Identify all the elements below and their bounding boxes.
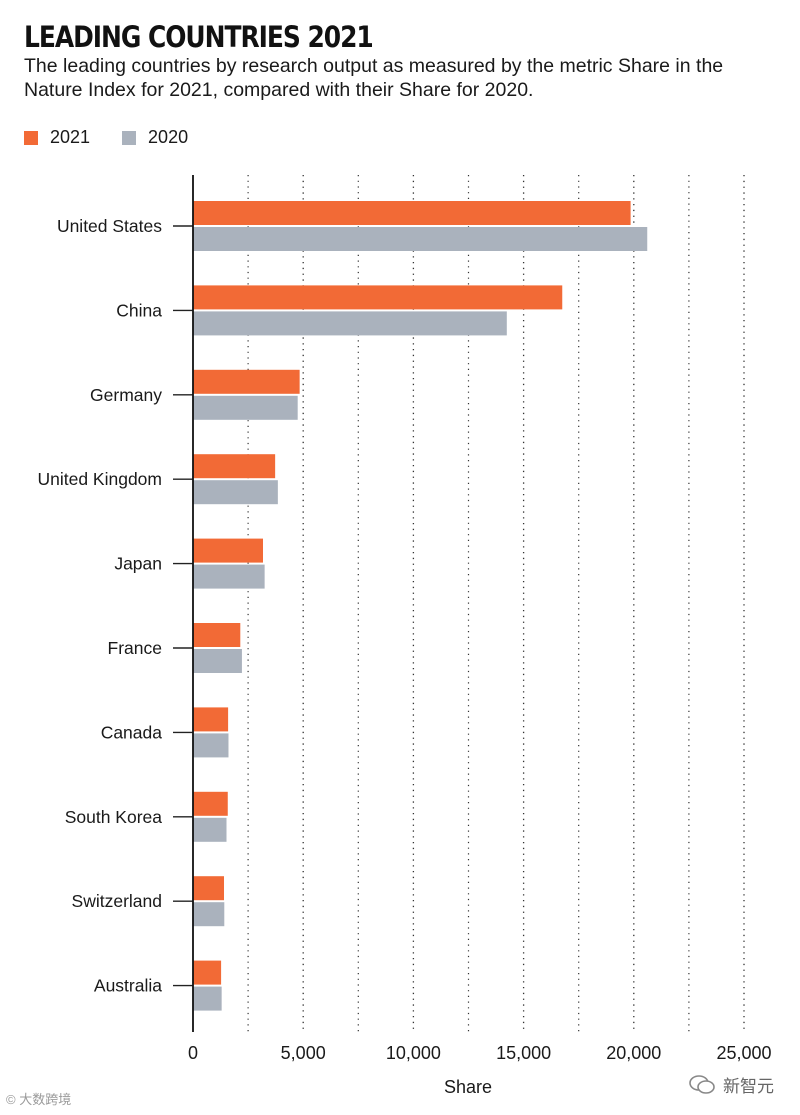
bar-united-states-2021 xyxy=(193,201,631,225)
chart-subtitle: The leading countries by research output… xyxy=(24,55,724,101)
legend-label-2020: 2020 xyxy=(148,127,189,147)
legend-swatch-2021 xyxy=(24,130,38,145)
legend-item-2021: 2021 xyxy=(24,127,90,148)
chart-title: LEADING COUNTRIES 2021 xyxy=(24,20,374,54)
bar-switzerland-2020 xyxy=(193,902,225,927)
x-tick-label-0: 0 xyxy=(188,1043,198,1063)
category-label-australia: Australia xyxy=(94,976,162,996)
watermark-right: 新智元 xyxy=(689,1072,774,1097)
x-tick-label-25000: 25,000 xyxy=(716,1043,771,1063)
watermark-right-text: 新智元 xyxy=(723,1077,774,1096)
category-label-canada: Canada xyxy=(101,722,163,742)
x-tick-label-10000: 10,000 xyxy=(386,1043,441,1063)
bar-united-kingdom-2020 xyxy=(193,480,278,505)
bar-china-2020 xyxy=(193,311,507,336)
bar-united-kingdom-2021 xyxy=(193,454,276,479)
watermark-left-text: 大数跨境 xyxy=(19,1092,72,1107)
bar-canada-2020 xyxy=(193,733,229,758)
bar-france-2021 xyxy=(193,623,241,647)
wechat-icon xyxy=(689,1074,715,1094)
bar-germany-2021 xyxy=(193,369,300,394)
category-label-china: China xyxy=(116,300,162,320)
bar-japan-2020 xyxy=(193,564,265,589)
category-label-south-korea: South Korea xyxy=(65,807,163,827)
bar-south-korea-2021 xyxy=(193,791,228,816)
bar-united-states-2020 xyxy=(193,227,648,251)
watermark-logo-icon: © xyxy=(6,1092,16,1107)
x-tick-label-15000: 15,000 xyxy=(496,1043,551,1063)
category-label-switzerland: Switzerland xyxy=(72,891,162,911)
category-label-united-states: United States xyxy=(57,216,162,236)
bar-germany-2020 xyxy=(193,395,298,420)
bar-australia-2020 xyxy=(193,986,222,1011)
legend-item-2020: 2020 xyxy=(122,127,188,148)
category-label-germany: Germany xyxy=(90,385,162,405)
bar-canada-2021 xyxy=(193,707,229,732)
bar-switzerland-2021 xyxy=(193,876,225,901)
legend-swatch-2020 xyxy=(122,130,137,145)
legend-label-2021: 2021 xyxy=(50,127,91,147)
bar-south-korea-2020 xyxy=(193,817,227,842)
category-label-united-kingdom: United Kingdom xyxy=(37,469,162,489)
x-axis-title: Share xyxy=(444,1077,492,1097)
bar-france-2020 xyxy=(193,649,242,673)
bar-australia-2021 xyxy=(193,960,222,985)
x-tick-label-20000: 20,000 xyxy=(606,1043,661,1063)
category-label-france: France xyxy=(108,638,162,658)
bar-china-2021 xyxy=(193,285,563,310)
x-tick-label-5000: 5,000 xyxy=(281,1043,326,1063)
watermark-left: © 大数跨境 xyxy=(6,1089,71,1108)
legend: 2021 2020 xyxy=(24,127,220,148)
bar-japan-2021 xyxy=(193,538,263,563)
category-label-japan: Japan xyxy=(114,554,162,574)
